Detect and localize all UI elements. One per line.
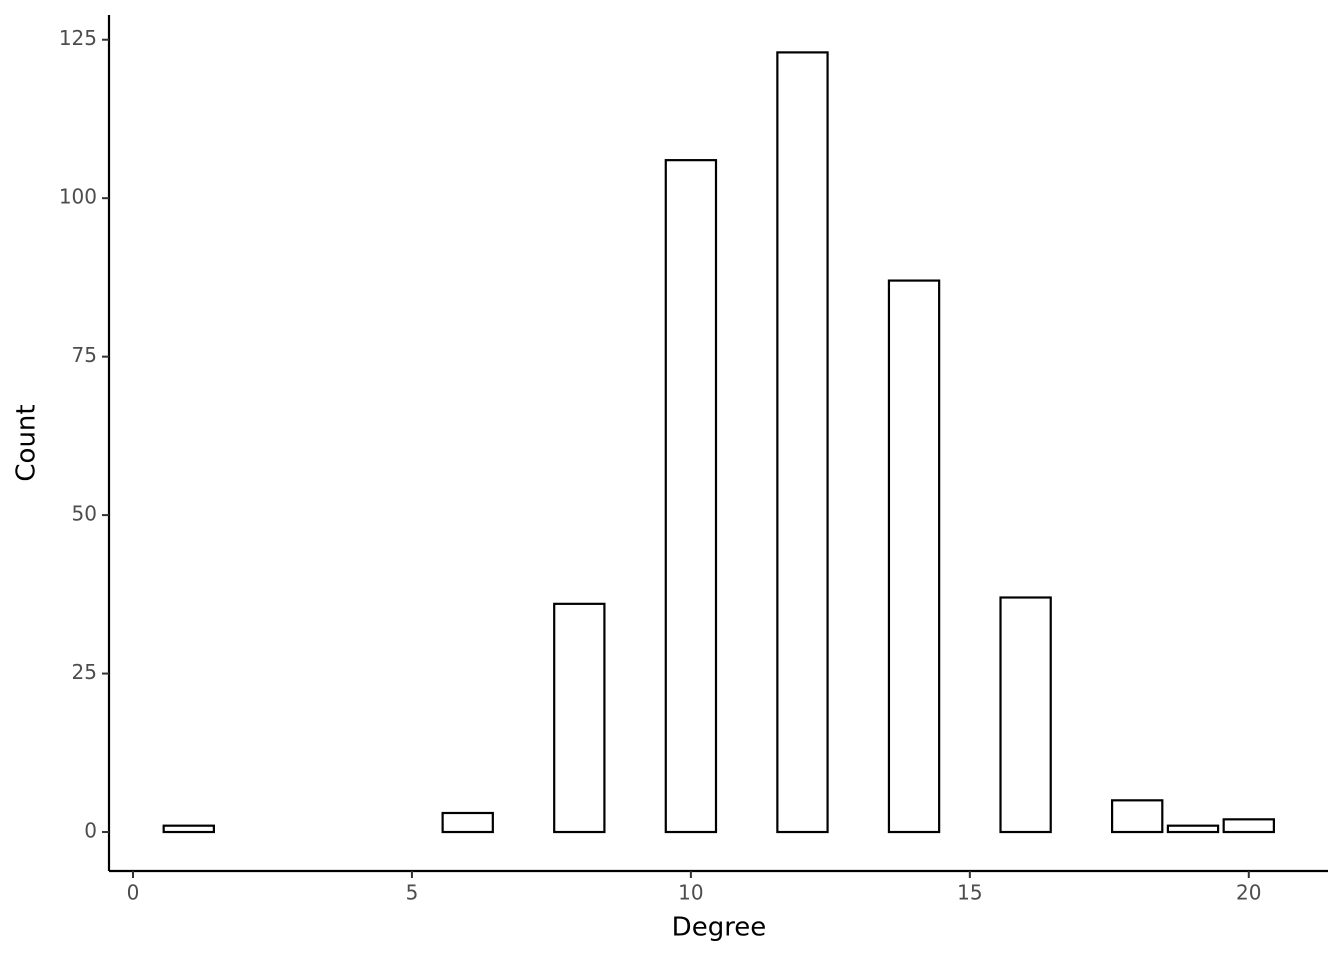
y-axis-title: Count: [12, 404, 42, 481]
bar: [1166, 824, 1220, 834]
x-axis-title: Degree: [672, 913, 767, 943]
bar: [776, 51, 829, 834]
x-tick-label: 10: [678, 881, 703, 905]
x-tick-label: 5: [406, 881, 419, 905]
y-tick-label: 125: [59, 26, 97, 50]
bar: [1222, 818, 1275, 834]
bar: [1110, 799, 1164, 834]
x-tick-label: 0: [127, 881, 140, 905]
x-tick-label: 20: [1236, 881, 1261, 905]
bar: [999, 596, 1052, 834]
bar: [887, 279, 941, 834]
bar: [441, 811, 494, 834]
y-tick-label: 100: [59, 185, 97, 209]
y-tick-label: 75: [72, 343, 97, 367]
y-tick-label: 25: [72, 660, 97, 684]
y-tick-label: 0: [84, 819, 97, 843]
bar: [664, 159, 718, 834]
x-tick-label: 15: [957, 881, 982, 905]
y-tick-label: 50: [72, 502, 97, 526]
bar: [553, 602, 606, 834]
bar: [162, 824, 215, 834]
